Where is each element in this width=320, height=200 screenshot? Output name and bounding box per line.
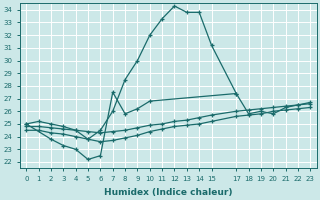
X-axis label: Humidex (Indice chaleur): Humidex (Indice chaleur) xyxy=(104,188,233,197)
